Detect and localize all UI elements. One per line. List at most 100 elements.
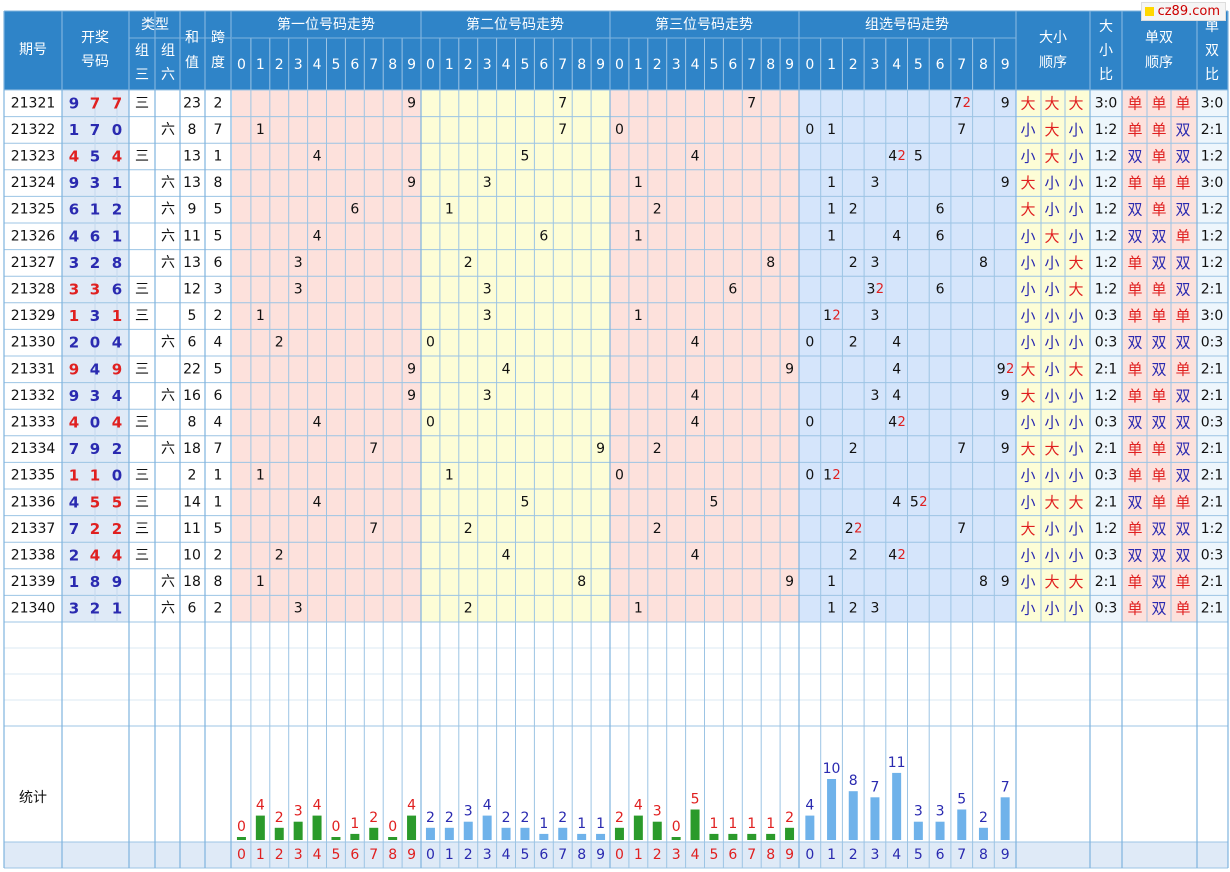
row-big-small: 小 — [1020, 121, 1035, 139]
row-group-hit: 9 — [1001, 574, 1010, 590]
row-position-1-hit: 9 — [407, 388, 416, 404]
row-big-small-ratio: 0:3 — [1095, 548, 1118, 564]
row-position-3-hit: 4 — [691, 149, 700, 165]
row-odd-even: 单 — [1127, 600, 1142, 618]
row-big-small: 大 — [1020, 94, 1035, 112]
row-group-repeat-count: 2 — [832, 468, 840, 483]
site-logo[interactable]: cz89.com — [1140, 2, 1226, 21]
header-draw-1: 开奖 — [81, 29, 109, 46]
stats-pos2-bar — [444, 827, 454, 840]
row-odd-even: 双 — [1151, 547, 1166, 565]
row-draw-digit: 5 — [90, 493, 100, 511]
footer-position-1-digit: 6 — [350, 847, 359, 863]
row-big-small: 大 — [1068, 493, 1083, 511]
row-type-group6: 六 — [161, 574, 175, 590]
row-span: 5 — [214, 361, 223, 377]
row-draw-digit: 3 — [90, 281, 100, 299]
row-big-small: 大 — [1044, 121, 1059, 139]
header-position-3-digit-9: 9 — [785, 57, 794, 73]
header-position-2-digit-1: 1 — [445, 57, 454, 73]
stats-pos1-count: 1 — [350, 816, 359, 832]
row-type-group3: 三 — [135, 282, 149, 298]
row-type-group6: 六 — [161, 202, 175, 218]
footer-position-2-digit: 6 — [539, 847, 548, 863]
row-span: 1 — [214, 494, 223, 510]
row-position-1-hit: 9 — [407, 95, 416, 111]
row-odd-even: 单 — [1175, 94, 1190, 112]
row-big-small: 小 — [1020, 467, 1035, 485]
stats-group-count: 8 — [849, 773, 858, 789]
row-odd-even: 单 — [1127, 174, 1142, 192]
row-group-hit: 1 — [827, 122, 836, 138]
row-odd-even: 双 — [1175, 440, 1190, 458]
row-group-hit: 9 — [997, 361, 1006, 377]
row-big-small-ratio: 2:1 — [1095, 574, 1118, 590]
row-sum: 11 — [183, 228, 201, 244]
row-type-group3: 三 — [135, 521, 149, 537]
header-sum-1: 和 — [185, 30, 199, 46]
row-odd-even-ratio: 1:2 — [1201, 202, 1224, 218]
row-draw-digit: 2 — [90, 254, 100, 272]
row-draw-digit: 4 — [112, 334, 122, 352]
row-odd-even: 单 — [1151, 493, 1166, 511]
row-group-hit: 1 — [823, 468, 832, 484]
row-span: 6 — [214, 255, 223, 271]
stats-group-bar — [870, 797, 880, 840]
row-draw-digit: 1 — [69, 573, 79, 591]
header-position-1-digit-8: 8 — [388, 57, 397, 73]
header-position-2-digit-5: 5 — [520, 57, 529, 73]
header-position-2-digit-8: 8 — [577, 57, 586, 73]
footer-position-1-digit: 9 — [407, 847, 416, 863]
header-position-1-digit-9: 9 — [407, 57, 416, 73]
row-big-small-ratio: 0:3 — [1095, 335, 1118, 351]
header-group-digit-0: 0 — [805, 57, 814, 73]
row-position-2-hit: 6 — [539, 228, 548, 244]
header-bs-order-2: 顺序 — [1039, 55, 1067, 71]
row-position-2-hit: 1 — [445, 468, 454, 484]
stats-pos1-count: 0 — [331, 819, 340, 835]
row-odd-even: 单 — [1151, 467, 1166, 485]
row-group-hit: 9 — [1001, 441, 1010, 457]
row-big-small-ratio: 2:1 — [1095, 361, 1118, 377]
row-group-hit: 3 — [870, 601, 879, 617]
header-position-2-digit-9: 9 — [596, 57, 605, 73]
footer-position-3-digit: 9 — [785, 847, 794, 863]
row-draw-digit: 4 — [112, 387, 122, 405]
header-band — [4, 11, 1228, 90]
row-big-small: 小 — [1068, 520, 1083, 538]
row-big-small: 小 — [1044, 360, 1059, 378]
stats-label: 统计 — [19, 790, 47, 806]
row-big-small: 小 — [1044, 414, 1059, 432]
row-position-1-hit: 3 — [294, 255, 303, 271]
row-odd-even: 单 — [1151, 94, 1166, 112]
row-issue: 21323 — [11, 149, 56, 165]
row-draw-digit: 7 — [69, 520, 79, 538]
row-big-small: 小 — [1044, 467, 1059, 485]
stats-group-bar — [892, 772, 902, 840]
row-group-hit: 3 — [870, 175, 879, 191]
row-big-small: 大 — [1020, 174, 1035, 192]
row-position-1-hit: 1 — [256, 574, 265, 590]
stats-pos1-count: 2 — [275, 810, 284, 826]
row-group-hit: 4 — [888, 149, 897, 165]
row-position-2-hit: 7 — [558, 95, 567, 111]
row-group-hit: 2 — [845, 521, 854, 537]
row-draw-digit: 2 — [112, 520, 122, 538]
row-big-small: 小 — [1068, 227, 1083, 245]
stats-group-count: 10 — [823, 761, 841, 777]
stats-group-bar — [827, 779, 837, 840]
row-span: 2 — [214, 601, 223, 617]
row-big-small: 大 — [1068, 360, 1083, 378]
row-position-1-hit: 4 — [313, 149, 322, 165]
stats-pos3-bar — [690, 809, 700, 840]
stats-pos2-bar — [482, 815, 492, 840]
row-big-small: 小 — [1044, 307, 1059, 325]
row-big-small: 大 — [1068, 94, 1083, 112]
stats-pos1-count: 4 — [313, 798, 322, 814]
stats-group-count: 7 — [1001, 779, 1010, 795]
row-type-group3: 三 — [135, 415, 149, 431]
row-draw-digit: 5 — [112, 493, 122, 511]
row-group-hit: 1 — [827, 202, 836, 218]
stats-pos2-count: 1 — [596, 816, 605, 832]
stats-pos1-bar — [274, 827, 284, 840]
